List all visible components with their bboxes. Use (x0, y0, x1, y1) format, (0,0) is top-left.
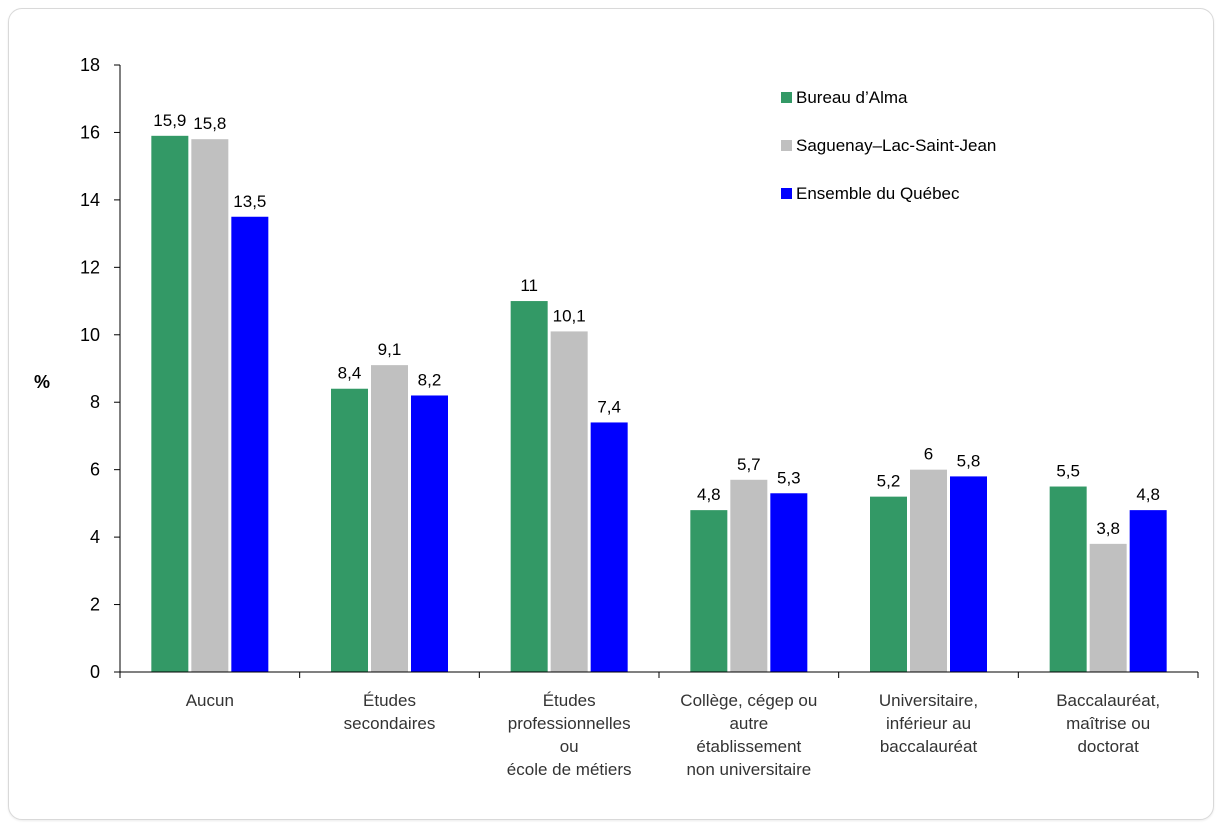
data-label: 15,8 (193, 114, 226, 133)
data-label: 5,8 (957, 451, 981, 470)
bar (870, 496, 907, 672)
bar (590, 422, 628, 672)
x-tick-label: Universitaire, inférieur au baccalauréat (879, 691, 978, 756)
data-label: 6 (924, 445, 933, 464)
y-tick-label: 12 (80, 257, 100, 277)
bar (411, 395, 448, 672)
data-label: 3,8 (1096, 519, 1120, 538)
x-tick-label: Aucun (186, 691, 234, 710)
bar (371, 365, 408, 672)
x-tick-label: Baccalauréat, maîtrise ou doctorat (1056, 691, 1160, 756)
axes-layer: 0 2 4 6 8 10 12 14 16 18 Aucun Études secondaires Étu… (80, 55, 1199, 779)
y-tick-label: 0 (90, 662, 100, 682)
bar (191, 139, 229, 672)
data-label: 4,8 (697, 485, 721, 504)
data-label: 15,9 (153, 111, 186, 130)
data-label: 4,8 (1136, 485, 1160, 504)
y-tick-label: 10 (80, 325, 100, 345)
legend-label: Ensemble du Québec (796, 184, 960, 203)
bar (231, 216, 269, 672)
legend-swatch (781, 188, 792, 199)
y-tick-label: 4 (90, 527, 100, 547)
data-label: 7,4 (597, 397, 621, 416)
data-label: 5,7 (737, 455, 761, 474)
bar (950, 476, 987, 672)
bar (1049, 486, 1087, 672)
data-label: 10,1 (553, 306, 586, 325)
bar (910, 469, 947, 672)
bars-layer (151, 135, 1167, 673)
legend-label: Saguenay–Lac-Saint-Jean (796, 136, 996, 155)
y-axis-title: % (34, 372, 50, 392)
x-tick-label: Études professionnelles ou école de métiers (507, 691, 632, 779)
bar (730, 479, 768, 672)
legend-swatch (781, 140, 792, 151)
data-label: 5,5 (1056, 462, 1080, 481)
data-label: 9,1 (378, 340, 402, 359)
legend-swatch (781, 92, 792, 103)
y-tick-label: 6 (90, 460, 100, 480)
bar (510, 301, 548, 672)
y-tick-label: 18 (80, 55, 100, 75)
x-tick-label: Études secondaires (344, 691, 436, 733)
bar (1089, 543, 1127, 672)
data-label: 5,2 (877, 472, 901, 491)
labels-layer: 15,9 8,4 11 4,8 5,2 5,5 15,8 9,1 10,1 5,7 6 3,8 13,5… (153, 111, 1160, 538)
data-label: 5,3 (777, 468, 801, 487)
bar (331, 388, 368, 672)
x-tick-label: Collège, cégep ou autre établissement non u… (680, 691, 817, 779)
y-tick-label: 2 (90, 595, 100, 615)
y-tick-label: 8 (90, 392, 100, 412)
legend: Bureau d’Alma Saguenay–Lac-Saint-Jean Ense… (781, 88, 996, 203)
data-label: 8,4 (338, 364, 362, 383)
bar (550, 331, 588, 672)
data-label: 8,2 (418, 370, 442, 389)
data-label: 13,5 (233, 192, 266, 211)
y-tick-label: 16 (80, 122, 100, 142)
data-label: 11 (520, 276, 538, 295)
bar (151, 135, 189, 673)
bar (1129, 510, 1167, 672)
legend-label: Bureau d’Alma (796, 88, 908, 107)
y-tick-label: 14 (80, 190, 100, 210)
bar (770, 493, 808, 672)
bar (690, 510, 728, 672)
